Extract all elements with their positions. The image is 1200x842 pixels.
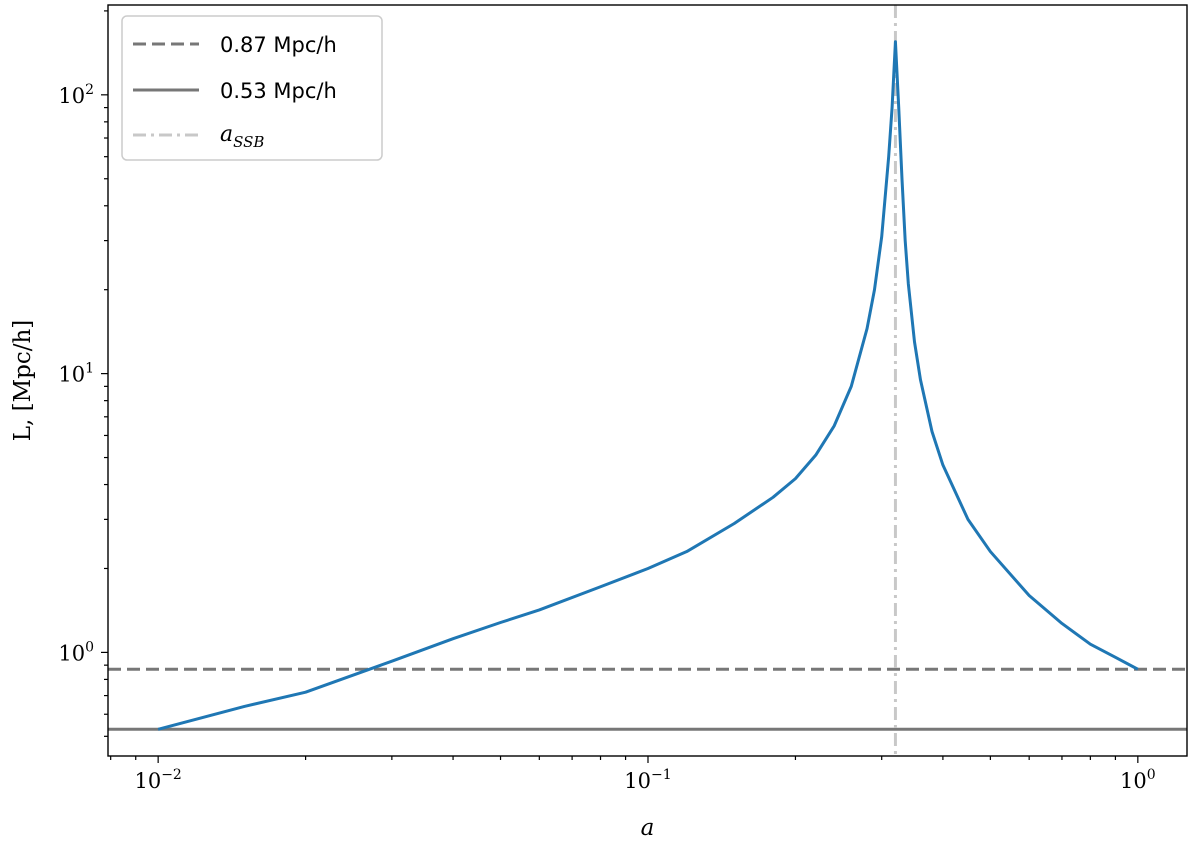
legend-label: aSSB [220, 122, 264, 151]
x-tick-label: 100 [1120, 767, 1156, 793]
x-tick-base: 10 [1120, 769, 1147, 793]
y-tick-exp: 2 [85, 82, 94, 98]
x-tick-label: 10−2 [134, 767, 181, 793]
x-tick-label: 10−1 [624, 767, 671, 793]
legend-label: 0.87 Mpc/h [220, 33, 337, 57]
y-tick-base: 10 [58, 84, 85, 108]
legend-box [121, 15, 383, 161]
legend-label-main: a [220, 122, 233, 147]
y-tick-label: 101 [58, 361, 94, 387]
y-tick-exp: 0 [85, 639, 94, 655]
y-tick-base: 10 [58, 363, 85, 387]
x-tick-base: 10 [134, 769, 161, 793]
x-tick-exp: 0 [1147, 767, 1156, 783]
y-tick-label: 102 [58, 82, 94, 108]
x-tick-exp: −2 [161, 767, 182, 783]
y-tick-label: 100 [58, 639, 94, 665]
legend-label: 0.53 Mpc/h [220, 79, 337, 103]
y-tick-base: 10 [58, 641, 85, 665]
y-axis-label: L, [Mpc/h] [10, 320, 36, 442]
series-line-0 [157, 40, 1139, 731]
legend-label-sub: SSB [233, 133, 264, 151]
x-tick-exp: −1 [651, 767, 672, 783]
y-tick-exp: 1 [85, 361, 94, 377]
plot-lines [108, 5, 1187, 756]
legend: 0.87 Mpc/h 0.53 Mpc/h aSSB [121, 15, 383, 161]
x-axis-label: a [641, 815, 655, 841]
x-tick-base: 10 [624, 769, 651, 793]
